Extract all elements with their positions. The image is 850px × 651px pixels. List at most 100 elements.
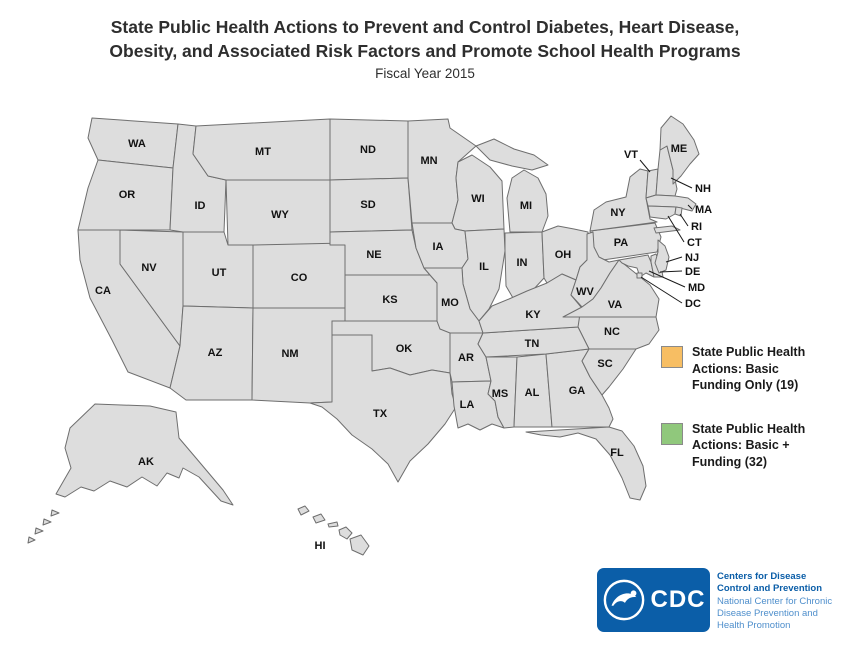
state-label-wv: WV: [576, 286, 594, 298]
state-shape-fl: [525, 426, 647, 501]
state-label-me: ME: [671, 143, 688, 155]
legend-basic-only-line2: Actions: Basic: [692, 361, 779, 376]
state-label-ri: RI: [691, 221, 702, 233]
state-shape-me: [659, 115, 700, 185]
cdc-logo-text: CDC: [650, 586, 706, 613]
state-label-nm: NM: [281, 348, 298, 360]
state-label-ne: NE: [366, 249, 381, 261]
state-label-de: DE: [685, 266, 700, 278]
state-label-sd: SD: [360, 199, 375, 211]
cdc-logo: CDC: [597, 568, 710, 632]
state-label-nc: NC: [604, 326, 620, 338]
state-label-va: VA: [608, 299, 623, 311]
hhs-emblem-icon: [603, 579, 644, 621]
state-label-ky: KY: [525, 309, 541, 321]
state-shape-va: [562, 259, 660, 318]
state-label-wy: WY: [271, 209, 289, 221]
legend: State Public Health Actions: Basic Fundi…: [661, 344, 847, 497]
state-label-ok: OK: [396, 343, 413, 355]
callout-line-md: [648, 270, 686, 288]
state-shape-md: [618, 254, 655, 278]
state-label-ks: KS: [382, 294, 397, 306]
state-label-hi: HI: [315, 540, 326, 552]
state-label-mo: MO: [441, 297, 459, 309]
state-label-fl: FL: [610, 447, 624, 459]
state-label-wi: WI: [471, 193, 484, 205]
state-shape-hi: [297, 505, 370, 556]
state-label-tx: TX: [373, 408, 388, 420]
state-label-ak: AK: [138, 456, 154, 468]
state-label-nv: NV: [141, 262, 157, 274]
page-title-line2: Obesity, and Associated Risk Factors and…: [109, 40, 741, 61]
legend-basic-only-line3: Funding Only (19): [692, 378, 799, 392]
state-labels: WA OR CA NV ID MT WY UT CO AZ NM ND SD N…: [95, 138, 712, 552]
legend-item-basic-plus: State Public Health Actions: Basic + Fun…: [661, 421, 847, 471]
legend-swatch-basic-only: [661, 346, 683, 368]
legend-label-basic-plus: State Public Health Actions: Basic + Fun…: [692, 421, 805, 471]
state-label-la: LA: [460, 399, 475, 411]
state-label-mi: MI: [520, 200, 532, 212]
state-label-sc: SC: [597, 358, 612, 370]
cdc-org-line2: Control and Prevention: [717, 583, 823, 595]
legend-item-basic-only: State Public Health Actions: Basic Fundi…: [661, 344, 847, 394]
page-subtitle: Fiscal Year 2015: [375, 66, 475, 82]
state-shape-mi: [475, 138, 549, 233]
title-block: State Public Health Actions to Prevent a…: [0, 16, 850, 81]
state-label-ca: CA: [95, 285, 111, 297]
page-title-line1: State Public Health Actions to Prevent a…: [110, 17, 740, 37]
cdc-footer: CDC Centers for Disease Control and Prev…: [597, 568, 850, 633]
state-label-pa: PA: [614, 237, 629, 249]
legend-basic-plus-line1: State Public Health: [692, 421, 806, 436]
callout-line-nj: [665, 256, 683, 263]
state-label-ar: AR: [458, 352, 474, 364]
legend-basic-plus-line3: Funding (32): [692, 454, 767, 469]
state-label-in: IN: [517, 257, 528, 269]
state-shape-ct: [647, 205, 677, 220]
cdc-footer-text: Centers for Disease Control and Preventi…: [717, 568, 850, 633]
callout-lines: [639, 159, 693, 304]
state-label-ga: GA: [569, 385, 586, 397]
state-label-ia: IA: [433, 241, 444, 253]
state-shape-ky: [478, 273, 582, 334]
callout-line-de: [659, 270, 683, 273]
state-label-ny: NY: [610, 207, 626, 219]
state-label-nd: ND: [360, 144, 376, 156]
callout-line-ri: [679, 213, 689, 227]
state-label-al: AL: [525, 387, 540, 399]
state-label-vt: VT: [624, 149, 638, 161]
legend-basic-only-line1: State Public Health: [692, 345, 806, 359]
state-label-ut: UT: [212, 267, 227, 279]
legend-basic-plus-line2: Actions: Basic +: [692, 438, 790, 452]
state-label-ct: CT: [687, 237, 702, 249]
state-shape-sc: [581, 348, 637, 396]
callout-line-vt: [639, 159, 651, 173]
callout-line-nh: [670, 177, 693, 189]
state-label-wa: WA: [128, 138, 146, 150]
callout-line-ct: [667, 215, 685, 243]
state-label-az: AZ: [208, 347, 223, 359]
cdc-center-line3: Health Promotion: [717, 620, 791, 632]
state-label-oh: OH: [555, 249, 572, 261]
cdc-org-line1: Centers for Disease: [717, 571, 807, 582]
state-shapes: [27, 115, 700, 556]
state-label-id: ID: [195, 200, 206, 212]
state-shape-ny: [589, 168, 681, 234]
state-label-or: OR: [119, 189, 136, 201]
state-shape-tx: [309, 334, 457, 483]
state-label-dc: DC: [685, 298, 701, 310]
callout-line-ma: [687, 204, 693, 210]
state-label-ma: MA: [695, 204, 712, 216]
state-label-tn: TN: [525, 338, 540, 350]
legend-swatch-basic-plus: [661, 422, 683, 445]
state-label-md: MD: [688, 282, 705, 294]
cdc-center-line1: National Center for Chronic: [717, 595, 833, 607]
state-label-ms: MS: [492, 388, 509, 400]
state-label-co: CO: [291, 272, 308, 284]
cdc-center-line2: Disease Prevention and: [717, 608, 818, 620]
callout-line-dc: [640, 276, 683, 304]
state-label-mn: MN: [420, 155, 437, 167]
state-label-il: IL: [479, 261, 489, 273]
state-label-nj: NJ: [685, 252, 699, 264]
